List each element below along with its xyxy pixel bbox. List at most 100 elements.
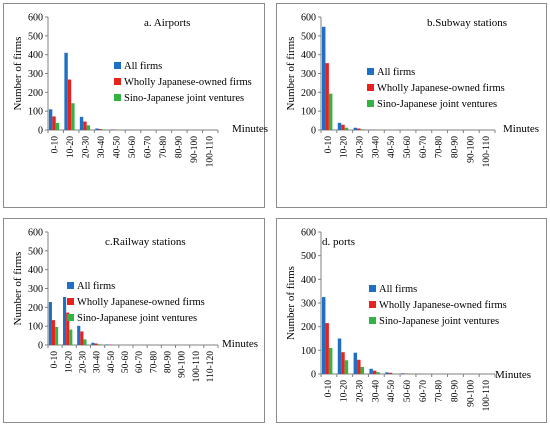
legend-label: Wholly Japanese-owned firms	[377, 83, 505, 94]
legend-label: All firms	[379, 284, 417, 295]
bar	[325, 323, 329, 374]
x-axis-label: Minutes	[503, 123, 539, 135]
legend-swatch	[369, 317, 376, 324]
x-tick-label: 100-110	[482, 136, 492, 168]
x-tick-label: 60-70	[135, 351, 145, 373]
x-tick-label: 20-30	[82, 136, 92, 158]
bar	[83, 339, 87, 345]
bar	[83, 121, 87, 130]
legend-label: All firms	[377, 67, 415, 78]
bar	[48, 302, 52, 345]
legend-swatch	[369, 285, 376, 292]
y-tick-label: 200	[301, 322, 316, 333]
y-tick-label: 500	[301, 251, 316, 262]
legend-swatch	[67, 314, 74, 321]
bar	[328, 93, 333, 130]
bar	[48, 109, 53, 130]
legend-label: Sino-Japanese joint ventures	[77, 313, 197, 324]
x-axis-label: Minutes	[222, 338, 258, 350]
chart-ports: 0 100 200 300 400 500 600 Number of firms 0-10 10…	[285, 228, 531, 412]
x-tick-label: 100-110	[192, 351, 202, 383]
bar	[110, 129, 115, 130]
legend-label: Wholly Japanese-owned firms	[379, 300, 507, 311]
x-tick-label: 80-90	[174, 136, 184, 158]
x-tick-label: 20-30	[78, 351, 88, 373]
y-tick-label: 500	[301, 31, 316, 42]
y-tick-label: 600	[28, 13, 43, 24]
x-tick-label: 100-110	[482, 380, 492, 412]
x-tick-label: 90-100	[466, 136, 476, 163]
bar	[353, 127, 358, 130]
y-tick-label: 100	[301, 107, 316, 118]
x-tick-label: 60-70	[419, 380, 429, 402]
bar	[79, 116, 84, 130]
x-tick-label: 20-30	[356, 380, 366, 402]
bar	[357, 128, 361, 130]
x-axis-label: Minutes	[495, 369, 531, 381]
chart-title: c.Railway stations	[105, 236, 186, 248]
y-tick-label: 600	[301, 13, 316, 24]
y-tick-label: 200	[28, 303, 43, 314]
bar	[51, 320, 56, 345]
legend-label: Wholly Japanese-owned firms	[77, 297, 205, 308]
y-tick-label: 200	[28, 88, 43, 99]
legend-swatch	[114, 94, 121, 101]
x-tick-label: 40-50	[107, 351, 117, 373]
y-tick-label: 600	[28, 228, 43, 239]
bar	[102, 129, 106, 130]
y-tick-label: 300	[28, 284, 43, 295]
x-tick-label: 10-20	[340, 380, 350, 402]
legend-swatch	[367, 100, 374, 107]
y-tick-label: 400	[301, 275, 316, 286]
x-tick-label: 90-100	[466, 380, 476, 407]
bar	[376, 372, 380, 374]
bar	[328, 347, 333, 374]
x-tick-label: 40-50	[113, 136, 123, 158]
x-tick-label: 80-90	[163, 351, 173, 373]
bar	[69, 329, 73, 345]
bar	[97, 344, 101, 345]
x-tick-label: 60-70	[419, 136, 429, 158]
bar	[372, 370, 377, 374]
x-tick-label: 40-50	[387, 136, 397, 158]
bar	[337, 122, 342, 130]
bar	[67, 79, 72, 130]
chart-airports: 0 100 200 300 400 500 600 Number of firms 0-10 10…	[12, 13, 268, 168]
chart-railway-stations: 0 100 200 300 400 500 600 Number of firms 0-10 10…	[12, 228, 258, 383]
x-tick-label: 50-60	[121, 351, 131, 373]
x-tick-label: 10-20	[64, 351, 74, 373]
bar	[66, 312, 70, 345]
chart-panel-railway-stations: 0 100 200 300 400 500 600 Number of firms 0-10 10…	[3, 218, 265, 423]
x-tick-label: 50-60	[403, 136, 413, 158]
bar	[325, 63, 329, 131]
y-tick-label: 300	[301, 69, 316, 80]
bar	[94, 343, 98, 345]
y-tick-label: 300	[301, 299, 316, 310]
y-tick-label: 400	[301, 50, 316, 61]
y-tick-label: 400	[28, 265, 43, 276]
y-tick-label: 100	[301, 346, 316, 357]
y-tick-label: 500	[28, 246, 43, 257]
bar	[369, 368, 373, 374]
x-tick-label: 50-60	[128, 136, 138, 158]
bar	[77, 325, 81, 345]
bar	[80, 331, 84, 345]
x-tick-label: 90-100	[178, 351, 188, 378]
x-tick-label: 30-40	[97, 136, 107, 158]
bar	[337, 338, 342, 374]
bar	[353, 352, 358, 374]
bar	[341, 352, 345, 374]
x-tick-label: 90-100	[190, 136, 200, 163]
x-tick-label: 110-120	[206, 351, 216, 383]
x-tick-label: 20-30	[356, 136, 366, 158]
x-tick-label: 10-20	[340, 136, 350, 158]
bar	[344, 127, 349, 130]
bar	[55, 122, 60, 130]
chart-subway-stations: 0 100 200 300 400 500 600 Number of firms 0-10 10…	[285, 13, 539, 168]
y-axis-label: Number of firms	[285, 37, 297, 111]
bar	[55, 326, 59, 345]
x-tick-label: 30-40	[371, 380, 381, 402]
chart-panel-ports: 0 100 200 300 400 500 600 Number of firms 0-10 10…	[276, 218, 547, 423]
x-tick-label: 70-80	[149, 351, 159, 373]
y-tick-label: 400	[28, 50, 43, 61]
